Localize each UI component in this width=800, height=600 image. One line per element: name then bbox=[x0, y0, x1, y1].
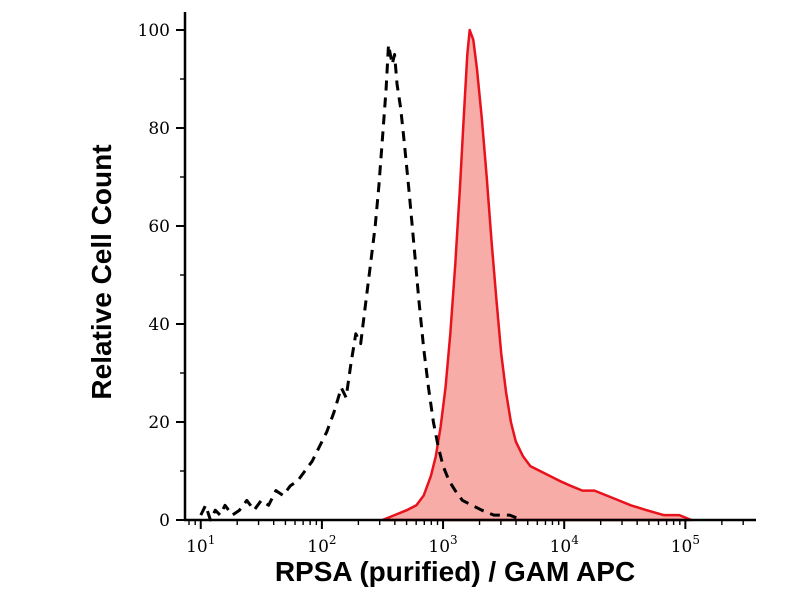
x-tick-label: 103 bbox=[428, 533, 457, 557]
y-tick-label: 0 bbox=[159, 511, 170, 531]
y-tick-label: 40 bbox=[148, 315, 170, 335]
x-tick-label: 105 bbox=[671, 533, 700, 557]
y-tick-label: 80 bbox=[148, 119, 170, 139]
x-tick-label: 101 bbox=[186, 533, 215, 557]
red-filled-sample-curve bbox=[381, 28, 693, 522]
y-axis-label: Relative Cell Count bbox=[86, 144, 117, 400]
x-tick-label: 102 bbox=[307, 533, 336, 557]
y-tick-label: 100 bbox=[138, 21, 170, 41]
x-axis-label: RPSA (purified) / GAM APC bbox=[274, 556, 636, 587]
black-dashed-control-curve bbox=[199, 43, 523, 522]
y-tick-label: 20 bbox=[148, 413, 170, 433]
y-tick-label: 60 bbox=[148, 217, 170, 237]
x-tick-label: 104 bbox=[550, 533, 580, 557]
